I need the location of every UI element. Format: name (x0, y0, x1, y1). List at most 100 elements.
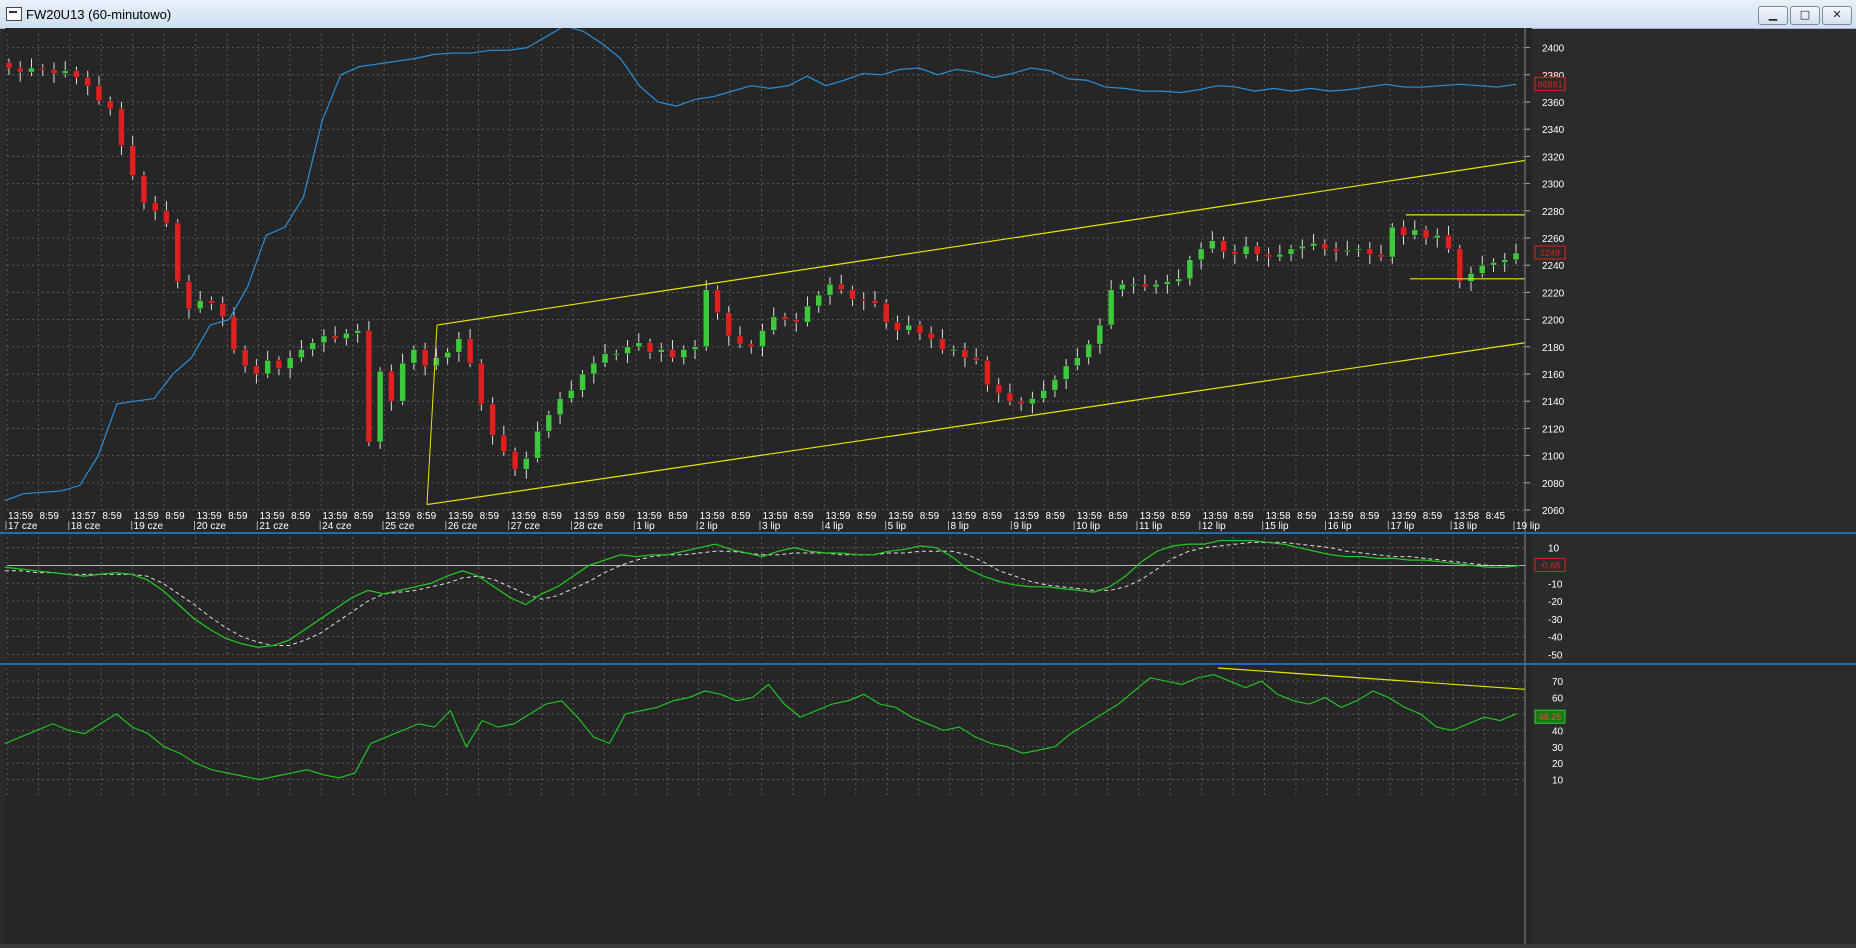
price-tick-label: 2160 (1542, 370, 1565, 381)
maximize-button[interactable]: □ (1790, 6, 1820, 25)
candle-body (444, 351, 451, 358)
rsi-tick-label: 60 (1552, 694, 1564, 705)
candle-body (1220, 240, 1227, 252)
rsi-value-label: 48.25 (1539, 712, 1562, 722)
time-tick-label: 13:58 (1266, 511, 1291, 522)
date-tick-label: 2 lip (699, 521, 718, 532)
candle-body (185, 281, 193, 309)
time-tick-label: 8:59 (354, 511, 374, 522)
candle-body (433, 357, 440, 367)
bottom-border (0, 944, 1856, 948)
price-tick-label: 2140 (1542, 397, 1565, 408)
candle-body (163, 210, 170, 224)
candle-body (95, 85, 103, 101)
date-tick-label: 26 cze (448, 521, 478, 532)
candle-body (140, 175, 148, 203)
time-tick-label: 13:59 (1140, 511, 1165, 522)
rsi-tick-label: 40 (1552, 726, 1564, 737)
candle-body (624, 346, 631, 354)
time-tick-label: 13:59 (700, 511, 725, 522)
time-tick-label: 8:59 (1171, 511, 1191, 522)
osc-tick-label: -50 (1548, 650, 1563, 661)
candle-body (1197, 248, 1205, 261)
date-tick-label: 12 lip (1202, 521, 1226, 532)
candle-body (1422, 229, 1430, 239)
candle-body (275, 360, 283, 369)
candle-body (39, 67, 46, 70)
candle-body (1389, 226, 1396, 258)
time-tick-label: 13:59 (134, 511, 159, 522)
date-tick-label: 18 cze (71, 521, 101, 532)
candle-body (1254, 245, 1261, 255)
candle-body (1490, 262, 1497, 266)
candle-body (1029, 398, 1036, 405)
osc-tick-label: -40 (1548, 633, 1563, 644)
oscillator-value-label: -0.68 (1540, 560, 1561, 570)
time-tick-label: 13:59 (8, 511, 33, 522)
candle-body (1107, 289, 1115, 326)
candle-body (1017, 400, 1025, 405)
date-tick-label: 1 lip (636, 521, 655, 532)
candle-body (1051, 379, 1059, 391)
candle-body (927, 332, 935, 339)
candle-body (1231, 251, 1239, 255)
price-tick-label: 2400 (1542, 44, 1565, 55)
time-tick-label: 8:59 (1423, 511, 1443, 522)
candle-body (1141, 283, 1149, 288)
candle-body (230, 316, 238, 350)
chart-area[interactable]: 2400 2380 2360 2340 2320 2300 2280 2260 2240 2220… (0, 28, 1856, 948)
time-tick-label: 13:57 (71, 511, 96, 522)
candle-body (669, 349, 676, 358)
candle-body (1276, 254, 1284, 258)
open-interest-label: 86881 (1537, 79, 1562, 89)
plot-background (5, 28, 1532, 946)
candle-body (84, 77, 91, 86)
title-bar[interactable]: FW20U13 (60-minutowo) ▁ □ ✕ (0, 0, 1856, 29)
open-interest-line (4, 28, 1517, 502)
candle-body (106, 100, 114, 110)
close-button[interactable]: ✕ (1822, 6, 1852, 25)
time-tick-label: 13:59 (1014, 511, 1039, 522)
candle-body (1467, 273, 1475, 282)
candle-body (691, 346, 699, 350)
date-tick-label: 20 cze (197, 521, 227, 532)
candle-body (343, 332, 350, 339)
time-tick-label: 8:59 (542, 511, 562, 522)
candle-body (601, 353, 609, 364)
date-tick-label: 11 lip (1139, 521, 1163, 532)
candle-body (253, 365, 260, 375)
time-tick-label: 13:59 (574, 511, 599, 522)
time-tick-label: 13:59 (637, 511, 662, 522)
signal-line (5, 541, 1520, 647)
time-tick-label: 8:59 (1360, 511, 1380, 522)
candle-body (421, 349, 429, 367)
candle-body (556, 398, 564, 416)
candle-body (590, 362, 598, 375)
candle-body (1479, 264, 1486, 274)
candle-body (1006, 392, 1014, 402)
time-tick-label: 8:59 (1045, 511, 1065, 522)
candle-body (658, 349, 665, 353)
time-tick-label: 8:59 (1234, 511, 1254, 522)
candle-body (961, 349, 969, 358)
window-title: FW20U13 (60-minutowo) (26, 7, 172, 22)
candle-body (1119, 283, 1126, 290)
date-tick-label: 25 cze (385, 521, 415, 532)
candle-body (410, 349, 418, 364)
candle-body (894, 322, 901, 331)
price-tick-label: 2240 (1542, 261, 1565, 272)
date-tick-label: 3 lip (762, 521, 781, 532)
candle-body (1310, 243, 1317, 247)
candle-body (568, 390, 575, 399)
candle-body (972, 357, 980, 361)
candle-body (1512, 252, 1520, 261)
time-tick-label: 8:59 (102, 511, 122, 522)
candle-body (455, 338, 463, 353)
rsi-tick-label: 70 (1552, 677, 1564, 688)
candle-body (1175, 278, 1182, 282)
minimize-button[interactable]: ▁ (1758, 6, 1788, 25)
time-tick-label: 8:59 (920, 511, 940, 522)
candle-body (174, 222, 181, 282)
candle-body (1186, 259, 1194, 280)
time-tick-label: 8:59 (291, 511, 311, 522)
